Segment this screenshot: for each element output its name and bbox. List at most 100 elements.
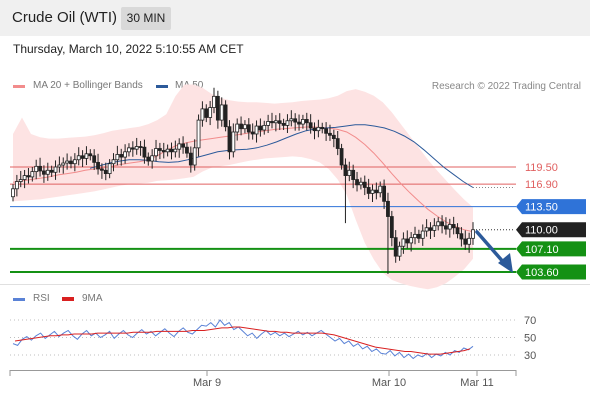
rsi-tick-50: 50 xyxy=(524,333,536,345)
research-credit: Research © 2022 Trading Central xyxy=(431,81,581,92)
rsi-ma-legend-label: 9MA xyxy=(82,293,103,304)
candle-body xyxy=(223,104,228,128)
candle-body xyxy=(312,127,317,132)
candle-body xyxy=(366,187,371,194)
candle-body xyxy=(266,121,271,126)
rsi-legend-swatch xyxy=(13,298,25,301)
candle-body xyxy=(246,124,251,133)
candle-body xyxy=(80,155,85,159)
candle-body xyxy=(42,170,46,175)
candle-body xyxy=(250,131,255,135)
candle-body xyxy=(331,134,336,140)
candle-body xyxy=(45,169,50,175)
candle-body xyxy=(219,104,224,121)
candle-body xyxy=(413,233,417,239)
candle-body xyxy=(173,148,178,153)
rsi-legend-label: RSI xyxy=(33,293,50,304)
candle-body xyxy=(146,156,151,162)
rsi-ma-legend-swatch xyxy=(62,297,74,301)
candle-body xyxy=(339,148,344,166)
level-label-107.10: 107.10 xyxy=(525,244,559,256)
candle-body xyxy=(84,153,89,159)
candle-body xyxy=(235,123,240,133)
candle-body xyxy=(351,169,356,180)
candle-body xyxy=(343,164,348,176)
ma20-legend-swatch xyxy=(13,85,25,88)
candle-body xyxy=(103,169,108,175)
candle-body xyxy=(227,126,232,153)
candle-body xyxy=(374,189,379,194)
candle-body xyxy=(200,108,205,121)
candle-body xyxy=(382,185,386,202)
x-tick-label-Mar 10: Mar 10 xyxy=(372,377,406,389)
candle-body xyxy=(358,181,363,186)
header-bar: Crude Oil (WTI) 30 MIN xyxy=(0,0,590,36)
candle-body xyxy=(154,148,158,157)
candle-body xyxy=(362,181,367,188)
candle-body xyxy=(107,163,112,175)
candle-body xyxy=(424,227,429,232)
candle-body xyxy=(273,120,278,124)
rsi-ma-line xyxy=(14,326,471,355)
forecast-arrow-head xyxy=(498,253,513,273)
candle-body xyxy=(127,147,131,153)
candle-body xyxy=(405,238,410,244)
candle-body xyxy=(328,132,332,136)
candle-body xyxy=(18,179,23,182)
level-tag-103.60 xyxy=(516,264,586,280)
candle-body xyxy=(142,146,147,158)
level-tag-107.10 xyxy=(516,241,586,257)
candle-body xyxy=(277,120,282,124)
candle-body xyxy=(181,143,185,148)
candle-body xyxy=(386,200,390,217)
candle-body xyxy=(165,148,170,153)
candle-body xyxy=(69,160,73,165)
candle-body xyxy=(436,221,441,227)
candle-body xyxy=(320,126,325,130)
candle-body xyxy=(301,119,305,125)
timeframe-button[interactable]: 30 MIN xyxy=(121,7,171,30)
candle-body xyxy=(335,138,340,149)
candle-body xyxy=(14,181,19,190)
candle-body xyxy=(347,169,352,176)
candle-body xyxy=(444,225,448,230)
level-label-113.50: 113.50 xyxy=(525,202,558,214)
x-tick-label-Mar 9: Mar 9 xyxy=(193,377,221,389)
instrument-title: Crude Oil (WTI) xyxy=(12,9,117,26)
ma20-line xyxy=(12,126,474,233)
candle-body xyxy=(61,162,66,166)
candle-body xyxy=(88,153,93,157)
candle-body xyxy=(428,227,433,231)
candle-body xyxy=(409,237,414,244)
candle-body xyxy=(215,95,220,121)
candle-body xyxy=(30,171,35,178)
candle-body xyxy=(138,146,143,148)
candle-body xyxy=(285,120,290,126)
candle-body xyxy=(297,121,301,125)
candle-body xyxy=(355,179,359,186)
candle-body xyxy=(130,147,135,150)
candle-body xyxy=(293,118,298,123)
candle-body xyxy=(65,160,70,164)
candle-body xyxy=(34,165,39,173)
candle-body xyxy=(192,147,197,166)
candle-body xyxy=(455,227,460,235)
candle-body xyxy=(304,119,309,124)
candle-body xyxy=(111,159,116,165)
level-label-119.50: 119.50 xyxy=(525,162,558,174)
candle-body xyxy=(49,169,54,173)
candle-body xyxy=(53,166,58,173)
candle-body xyxy=(451,224,456,229)
candle-body xyxy=(459,233,464,240)
candle-body xyxy=(38,165,42,172)
candle-body xyxy=(393,237,398,257)
candle-body xyxy=(123,151,128,158)
level-label-103.60: 103.60 xyxy=(525,267,559,279)
candle-body xyxy=(254,125,259,135)
candle-body xyxy=(96,161,100,170)
candle-body xyxy=(467,237,472,245)
candle-body xyxy=(420,230,425,239)
candle-body xyxy=(389,216,394,239)
